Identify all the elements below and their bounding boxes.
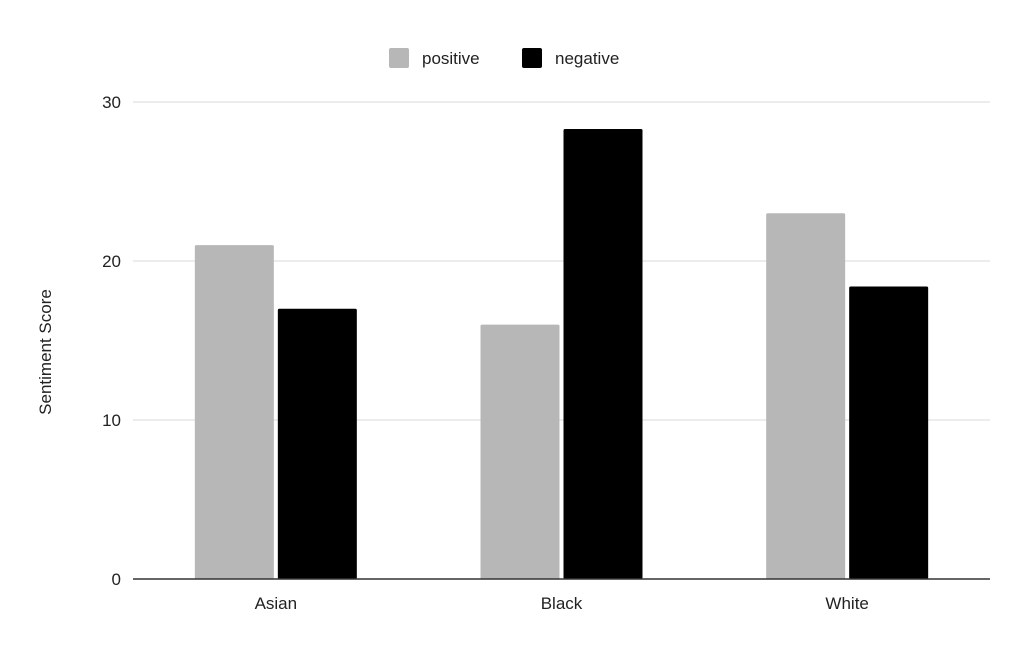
legend: positive negative (389, 48, 619, 68)
legend-label-negative: negative (555, 49, 619, 68)
y-tick-label-0: 0 (112, 570, 121, 589)
bars (194, 129, 929, 580)
bar-positive-black (480, 324, 560, 579)
legend-swatch-positive (389, 48, 409, 68)
x-tick-label-asian: Asian (255, 594, 298, 613)
gridlines (133, 101, 990, 421)
bar-positive-asian (194, 245, 274, 579)
x-tick-label-white: White (825, 594, 868, 613)
y-tick-label-10: 10 (102, 411, 121, 430)
bar-negative-white (849, 286, 929, 579)
x-tick-label-black: Black (541, 594, 583, 613)
y-tick-label-20: 20 (102, 252, 121, 271)
bar-positive-white (766, 213, 846, 580)
x-tick-labels: Asian Black White (255, 594, 869, 613)
legend-label-positive: positive (422, 49, 480, 68)
bar-negative-asian (277, 308, 357, 579)
legend-swatch-negative (522, 48, 542, 68)
y-tick-labels: 0 10 20 30 (102, 93, 121, 589)
y-axis-title: Sentiment Score (36, 289, 55, 415)
bar-negative-black (563, 129, 643, 579)
y-tick-label-30: 30 (102, 93, 121, 112)
